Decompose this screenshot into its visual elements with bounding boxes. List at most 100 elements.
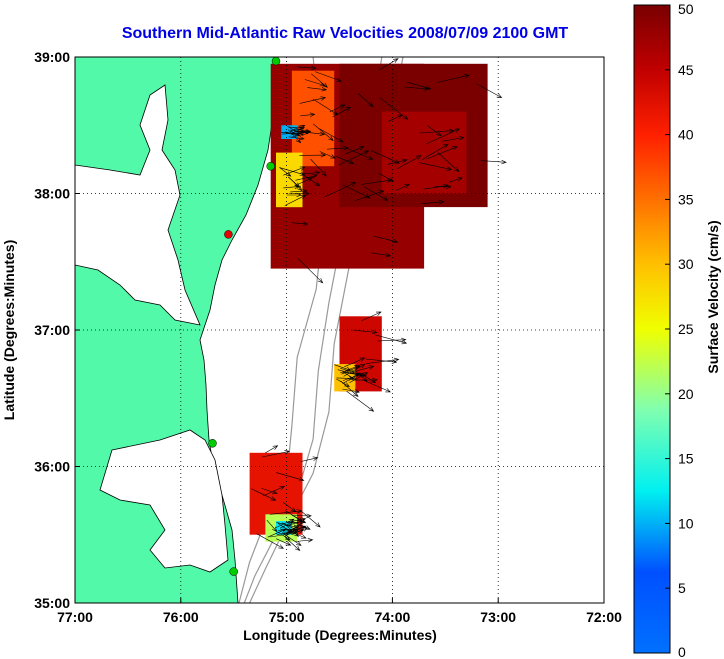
station-marker	[229, 567, 238, 576]
velocity-arrow	[256, 533, 284, 549]
velocity-arrow	[281, 130, 297, 136]
velocity-arrow	[300, 112, 316, 117]
grid-lines	[75, 57, 604, 603]
velocity-arrow	[291, 221, 309, 226]
plot-area	[74, 56, 605, 604]
velocity-arrow	[286, 192, 302, 198]
y-tick-label: 37:00	[34, 322, 70, 338]
velocity-arrow	[334, 155, 355, 164]
colorbar-tick-label: 45	[678, 62, 694, 78]
chart-title: Southern Mid-Atlantic Raw Velocities 200…	[122, 25, 569, 42]
velocity-arrow	[387, 158, 408, 165]
y-tick-label: 38:00	[34, 186, 70, 202]
velocity-arrow	[270, 509, 303, 515]
x-tick-label: 77:00	[57, 609, 93, 625]
velocity-arrow	[361, 178, 393, 185]
colorbar-tick-label: 0	[678, 644, 686, 659]
colorbar-tick-label: 10	[678, 515, 694, 531]
velocity-arrow	[371, 252, 392, 258]
velocity-arrow	[373, 235, 399, 244]
colorbar-tick-label: 35	[678, 191, 694, 207]
velocity-arrow	[266, 519, 278, 533]
station-marker	[224, 230, 233, 239]
x-tick-label: 76:00	[163, 609, 199, 625]
velocity-arrow	[310, 158, 327, 177]
velocity-arrow	[342, 388, 360, 394]
velocity-arrow	[366, 357, 400, 364]
velocity-arrow	[350, 365, 375, 373]
velocity-arrow	[352, 329, 378, 335]
station-marker	[208, 439, 217, 448]
colorbar-label: Surface Velocity (cm/s)	[705, 220, 721, 373]
velocity-arrow	[346, 390, 375, 412]
velocity-arrow	[395, 184, 410, 191]
velocity-cell	[334, 364, 356, 392]
velocity-arrow	[299, 509, 321, 528]
velocity-arrow	[418, 162, 453, 171]
y-tick-label: 35:00	[34, 595, 70, 611]
x-axis-ticks: 77:00 76:00 75:00 74:00 73:00 72:00	[57, 598, 622, 625]
colorbar-tick-label: 50	[678, 1, 694, 17]
velocity-arrow	[426, 146, 458, 160]
velocity-arrow	[352, 377, 378, 383]
velocity-arrow	[407, 81, 432, 90]
velocity-arrow	[364, 380, 391, 393]
colorbar-tick-label: 15	[678, 451, 694, 467]
velocity-arrow	[300, 456, 319, 462]
velocity-arrow	[371, 150, 401, 164]
velocity-arrow	[297, 258, 324, 284]
x-tick-label: 73:00	[480, 609, 516, 625]
station-marker	[266, 161, 275, 171]
velocity-arrow	[422, 143, 449, 160]
x-tick-label: 74:00	[374, 609, 410, 625]
velocity-arrow	[346, 147, 374, 160]
velocity-cells	[249, 63, 488, 542]
velocity-arrow	[326, 145, 349, 151]
y-tick-label: 36:00	[34, 459, 70, 475]
x-axis-label: Longitude (Degrees:Minutes)	[243, 627, 437, 643]
velocity-arrow	[375, 334, 408, 345]
velocity-arrow	[284, 194, 307, 206]
velocity-arrow	[361, 311, 382, 321]
velocity-arrow	[332, 106, 352, 118]
velocity-arrow	[261, 488, 278, 495]
velocity-arrow	[357, 93, 374, 108]
colorbar-tick-label: 25	[678, 321, 694, 337]
velocity-arrow	[349, 372, 369, 383]
colorbar-tick-label: 20	[678, 386, 694, 402]
velocity-arrow	[338, 150, 370, 166]
velocity-arrow	[288, 125, 304, 131]
velocity-arrow	[301, 170, 321, 176]
velocity-arrow	[365, 358, 398, 364]
velocity-arrow	[329, 104, 346, 113]
colorbar-ticks: 0 5 10 15 20 25 30 35 40 45 50	[665, 1, 694, 659]
velocity-arrow	[378, 172, 395, 182]
velocity-arrow	[311, 73, 328, 88]
velocity-arrow	[287, 520, 306, 525]
velocity-arrow	[442, 136, 465, 142]
velocity-arrow	[250, 488, 277, 501]
velocity-arrow	[345, 146, 365, 155]
velocity-arrow	[292, 513, 312, 519]
velocity-arrow	[340, 380, 359, 398]
velocity-cell	[281, 125, 298, 139]
velocity-arrow	[434, 184, 452, 189]
colorbar-tick-label: 5	[678, 580, 686, 596]
velocity-arrow	[290, 188, 308, 194]
colorbar-gradient	[633, 4, 671, 654]
velocity-arrow	[388, 114, 404, 122]
velocity-arrow	[264, 445, 279, 454]
velocity-arrow	[277, 531, 291, 541]
velocity-arrow	[421, 199, 445, 205]
velocity-arrow	[337, 369, 360, 377]
velocity-arrow	[283, 184, 301, 189]
velocity-arrow	[291, 517, 307, 522]
velocity-arrow	[334, 364, 352, 371]
y-axis-label: Latitude (Degrees:Minutes)	[1, 240, 17, 420]
velocity-arrow	[312, 98, 339, 116]
velocity-arrow	[296, 65, 317, 71]
velocity-arrow	[276, 472, 305, 482]
y-axis-ticks: 35:00 36:00 37:00 38:00 39:00	[34, 49, 80, 611]
colorbar: 0 5 10 15 20 25 30 35 40 45 50 Surface Velocity (c…	[633, 1, 721, 659]
